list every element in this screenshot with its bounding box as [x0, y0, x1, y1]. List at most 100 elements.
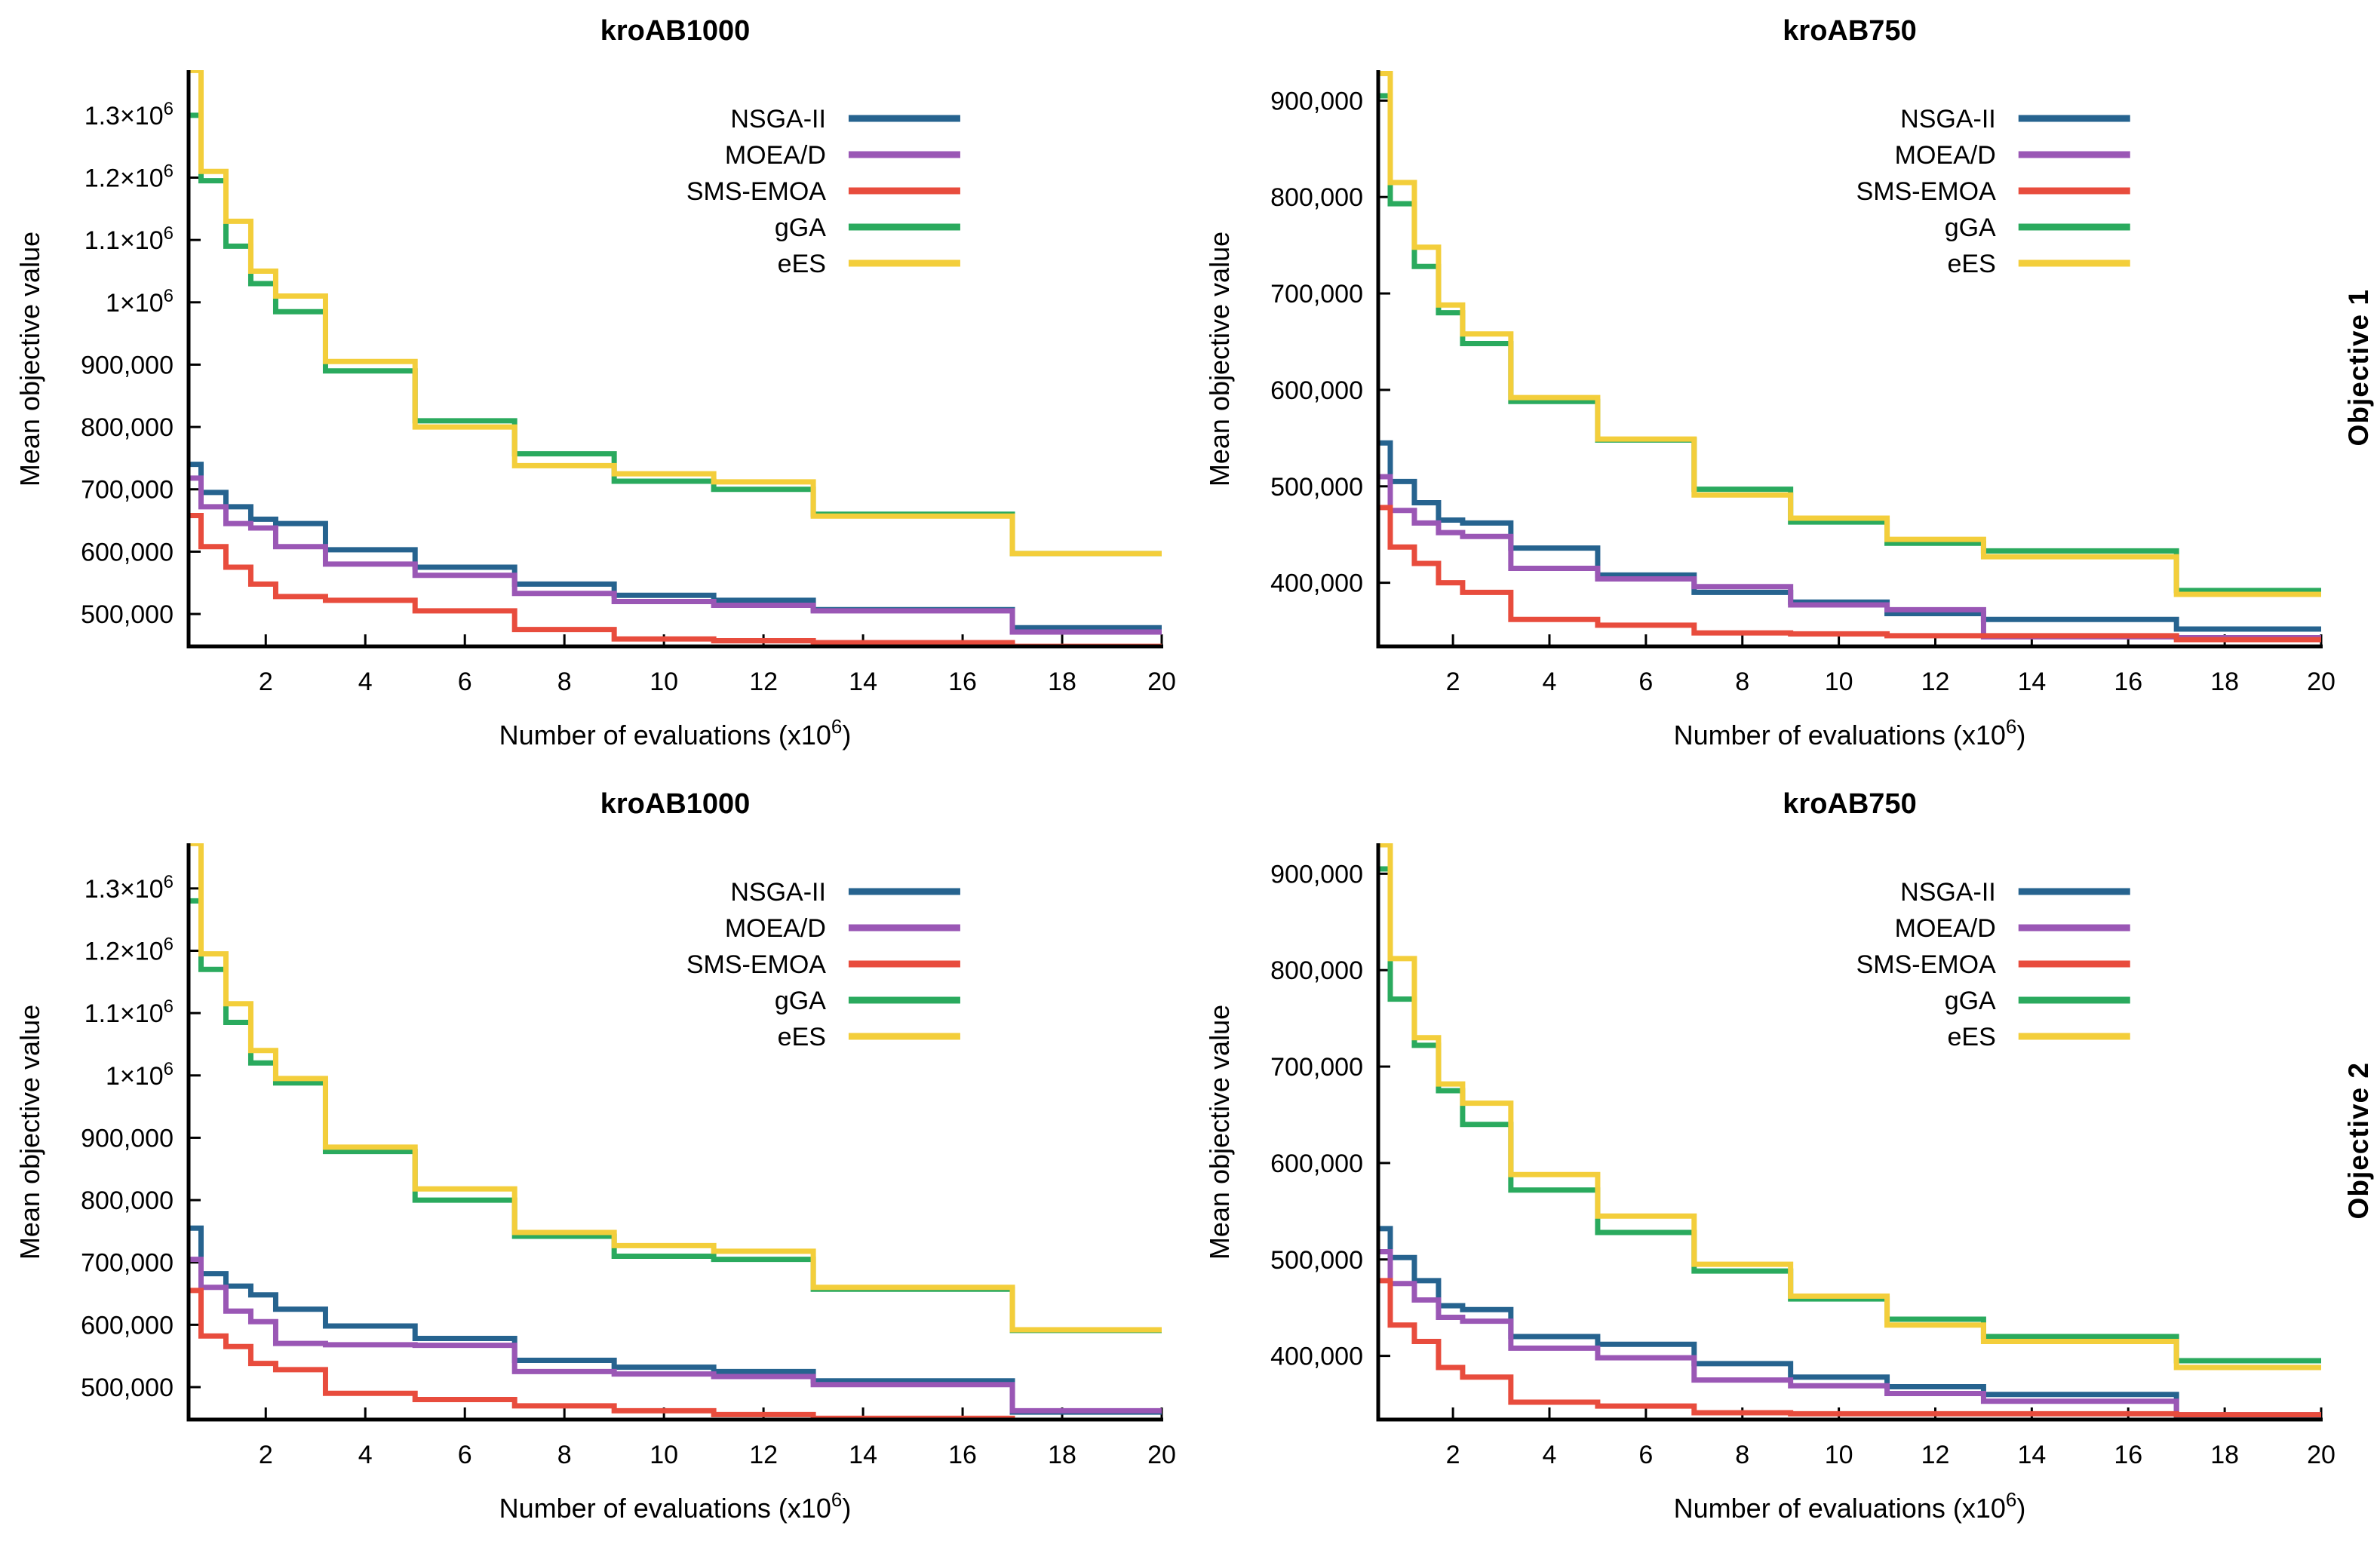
x-tick-label: 10 — [1825, 668, 1853, 696]
legend-item-gga: gGA — [1945, 213, 2130, 242]
legend-label: SMS-EMOA — [686, 177, 826, 206]
series-line-ees — [189, 843, 1162, 1333]
legend-item-nsga-ii: NSGA-II — [730, 878, 960, 907]
legend-item-nsga-ii: NSGA-II — [1900, 105, 2130, 134]
x-tick-label: 12 — [1921, 1441, 1950, 1469]
chart-kroab750-objective-1: kroAB750 400,000 500,000 600,000 700,000 800,… — [1204, 15, 2335, 750]
x-tick-label: 12 — [749, 1441, 778, 1469]
x-tick-label: 12 — [749, 668, 778, 696]
x-tick-label: 20 — [2307, 668, 2335, 696]
y-tick-label: 1.1×106 — [84, 223, 174, 256]
y-tick-label: 600,000 — [1270, 376, 1363, 405]
y-axis-label: Mean objective value — [14, 232, 45, 487]
legend-item-nsga-ii: NSGA-II — [1900, 878, 2130, 907]
figure-row-objective-1: kroAB1000 500,000 600,000 700,000 800,000 900… — [0, 0, 2380, 773]
chart-cell-kroab1000-objective-1: kroAB1000 500,000 600,000 700,000 800,000 900… — [0, 0, 1190, 773]
x-tick-label: 2 — [259, 668, 273, 696]
y-tick-label: 900,000 — [81, 351, 174, 379]
y-tick-label: 900,000 — [81, 1124, 174, 1153]
legend-label: SMS-EMOA — [686, 950, 826, 979]
series-line-ees — [189, 70, 1162, 557]
x-axis-label: Number of evaluations (x106) — [1674, 1488, 2026, 1524]
chart-cell-kroab750-objective-1: kroAB750 400,000 500,000 600,000 700,000 800,… — [1190, 0, 2380, 773]
legend-label: NSGA-II — [730, 878, 826, 907]
series-line-gga — [189, 112, 1162, 557]
y-tick-label: 700,000 — [81, 1249, 174, 1278]
chart-title: kroAB1000 — [600, 15, 751, 47]
x-tick-label: 18 — [1048, 1441, 1076, 1469]
y-tick-label: 800,000 — [1270, 183, 1363, 212]
x-tick-label: 18 — [2210, 668, 2239, 696]
series-line-nsga-ii — [1378, 1226, 2321, 1420]
series-line-sms-emoa — [189, 512, 1162, 646]
x-tick-label: 8 — [557, 668, 572, 696]
series-line-nsga-ii — [1378, 440, 2321, 632]
x-tick-label: 4 — [358, 668, 373, 696]
x-tick-label: 10 — [650, 1441, 678, 1469]
legend-item-ees: eES — [778, 250, 960, 278]
legend-item-moea-d: MOEA/D — [1895, 141, 2130, 170]
x-tick-label: 4 — [1543, 668, 1557, 696]
series-line-moea-d — [1378, 474, 2321, 640]
series-line-gga — [189, 898, 1162, 1334]
axis-lines — [1376, 70, 2323, 649]
x-axis-label: Number of evaluations (x106) — [1674, 715, 2026, 750]
series-group — [189, 70, 1162, 646]
x-tick-label: 16 — [2114, 1441, 2142, 1469]
x-axis-label: Number of evaluations (x106) — [499, 1488, 852, 1524]
y-axis-label: Mean objective value — [1204, 1005, 1235, 1260]
series-line-moea-d — [189, 1257, 1162, 1413]
y-tick-label: 1×106 — [106, 1058, 174, 1091]
series-line-sms-emoa — [1378, 505, 2321, 643]
legend-item-ees: eES — [778, 1023, 960, 1051]
legend-item-gga: gGA — [1945, 987, 2130, 1015]
legend: NSGA-II MOEA/D SMS-EMOA gGA eES — [1856, 878, 2130, 1051]
series-line-ees — [1378, 843, 2321, 1371]
legend-item-moea-d: MOEA/D — [725, 141, 960, 170]
y-tick-label: 800,000 — [81, 1186, 174, 1215]
figure-row-objective-2: kroAB1000 500,000 600,000 700,000 800,000 900… — [0, 773, 2380, 1546]
legend-label: eES — [1947, 1023, 1995, 1051]
chart-kroab1000-objective-2: kroAB1000 500,000 600,000 700,000 800,000 900… — [14, 788, 1176, 1524]
x-axis-ticks: 2 4 6 8 10 12 14 16 18 20 — [259, 634, 1176, 696]
x-tick-label: 14 — [849, 668, 877, 696]
chart-cell-kroab1000-objective-2: kroAB1000 500,000 600,000 700,000 800,000 900… — [0, 773, 1190, 1546]
legend-label: MOEA/D — [725, 141, 826, 170]
legend-label: NSGA-II — [1900, 878, 1996, 907]
y-tick-label: 1.2×106 — [84, 934, 174, 966]
legend-item-ees: eES — [1947, 1023, 2130, 1051]
legend-item-moea-d: MOEA/D — [1895, 914, 2130, 943]
y-tick-label: 400,000 — [1270, 1343, 1363, 1371]
x-tick-label: 2 — [1446, 668, 1460, 696]
y-axis-ticks: 400,000 500,000 600,000 700,000 800,000 900,0… — [1270, 87, 1390, 598]
y-axis-label: Mean objective value — [14, 1005, 45, 1260]
legend-item-sms-emoa: SMS-EMOA — [1856, 950, 2130, 979]
y-tick-label: 1.3×106 — [84, 871, 174, 904]
legend-item-sms-emoa: SMS-EMOA — [686, 950, 960, 979]
y-tick-label: 600,000 — [81, 1311, 174, 1340]
legend-item-nsga-ii: NSGA-II — [730, 105, 960, 134]
legend-item-gga: gGA — [775, 987, 960, 1015]
axis-lines — [186, 843, 1163, 1422]
y-tick-label: 800,000 — [1270, 956, 1363, 985]
x-tick-label: 8 — [1735, 668, 1749, 696]
y-tick-label: 900,000 — [1270, 860, 1363, 889]
legend-label: NSGA-II — [730, 105, 826, 134]
legend-item-sms-emoa: SMS-EMOA — [686, 177, 960, 206]
x-tick-label: 4 — [358, 1441, 373, 1469]
legend-label: gGA — [1945, 213, 1996, 242]
legend-label: MOEA/D — [1895, 914, 1996, 943]
y-tick-label: 500,000 — [81, 600, 174, 629]
x-axis-ticks: 2 4 6 8 10 12 14 16 18 20 — [259, 1407, 1176, 1469]
y-tick-label: 600,000 — [81, 538, 174, 566]
axis-lines — [1376, 843, 2323, 1422]
x-axis-label: Number of evaluations (x106) — [499, 715, 852, 750]
y-axis-ticks: 500,000 600,000 700,000 800,000 900,000 1×106… — [81, 98, 201, 629]
y-tick-label: 1.3×106 — [84, 98, 174, 130]
x-tick-label: 14 — [2017, 1441, 2046, 1469]
y-tick-label: 700,000 — [1270, 1053, 1363, 1082]
series-line-moea-d — [1378, 1249, 2321, 1418]
legend-label: eES — [1947, 250, 1995, 278]
x-tick-label: 6 — [458, 1441, 472, 1469]
legend-item-sms-emoa: SMS-EMOA — [1856, 177, 2130, 206]
